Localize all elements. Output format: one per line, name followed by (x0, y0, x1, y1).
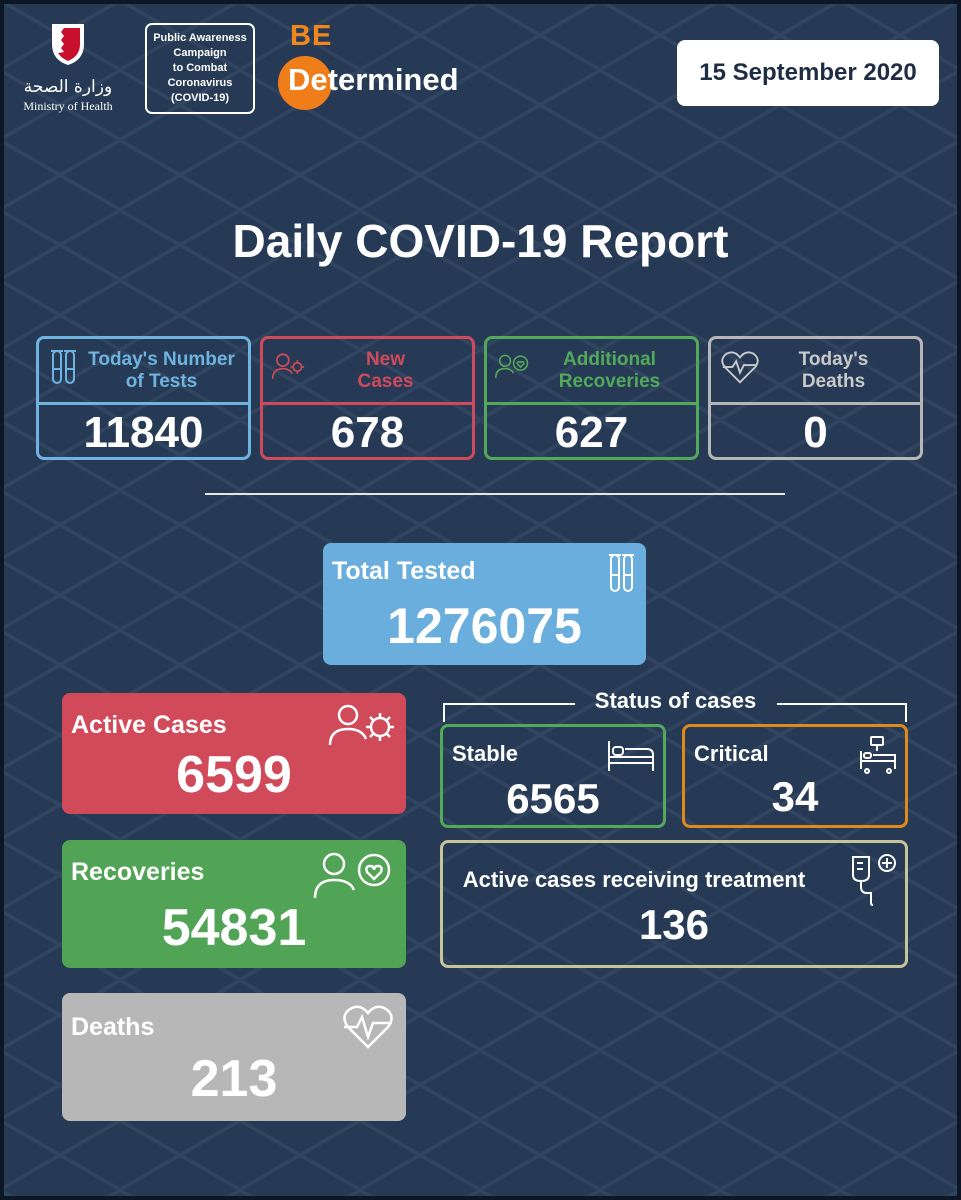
active-cases-box: Active Cases 6599 (62, 693, 406, 814)
campaign-line: to Combat (172, 62, 228, 74)
active-cases-value: 6599 (176, 746, 292, 804)
page-title: Daily COVID-19 Report (232, 215, 729, 267)
additional-recoveries-card: Additional Recoveries 627 (484, 336, 699, 460)
stable-box: Stable 6565 (440, 724, 666, 828)
stable-value: 6565 (506, 775, 600, 822)
treatment-box: Active cases receiving treatment 136 (440, 840, 908, 968)
slogan-circle (278, 56, 332, 110)
section-divider (205, 493, 785, 495)
todays-deaths-card: Today's Deaths 0 (708, 336, 923, 460)
critical-box: Critical 34 (682, 724, 908, 828)
campaign-badge: Public Awareness Campaign to Combat Coro… (145, 23, 255, 114)
ministry-name-arabic: وزارة الصحة (23, 77, 113, 97)
card-label: Today's Number of Tests (88, 349, 235, 392)
person-heart-icon (313, 852, 391, 899)
card-label: Today's Deaths (798, 349, 869, 392)
deaths-label: Deaths (71, 1013, 155, 1041)
status-of-cases-title: Status of cases (594, 688, 757, 713)
test-tubes-icon (609, 554, 634, 592)
person-virus-icon (328, 704, 394, 746)
card-header: Additional Recoveries (487, 339, 696, 405)
active-cases-label: Active Cases (71, 711, 227, 739)
critical-label: Critical (694, 741, 769, 766)
slogan-be: BE (290, 20, 333, 52)
recoveries-box: Recoveries 54831 (62, 840, 406, 968)
heartbeat-icon (721, 351, 759, 384)
treatment-label: Active cases receiving treatment (462, 867, 806, 892)
card-label: Additional Recoveries (558, 349, 661, 392)
critical-value: 34 (771, 773, 819, 820)
stable-label: Stable (452, 741, 519, 766)
bed-icon (608, 741, 654, 771)
campaign-line: Campaign (173, 47, 227, 59)
total-tested-value: 1276075 (387, 598, 582, 654)
total-tested-box: Total Tested 1276075 (323, 543, 646, 665)
card-header: New Cases (263, 339, 472, 405)
total-tested-label: Total Tested (332, 557, 476, 585)
person-heart-icon (495, 354, 529, 378)
card-header: Today's Deaths (711, 339, 920, 405)
test-tubes-icon (51, 350, 76, 384)
todays-deaths-value: 0 (803, 408, 828, 457)
ministry-logo: وزارة الصحة Ministry of Health (16, 20, 120, 114)
card-header: Today's Number of Tests (39, 339, 248, 405)
campaign-line: Coronavirus (167, 77, 233, 89)
status-bracket (443, 703, 907, 722)
treatment-value: 136 (638, 901, 710, 948)
slogan-determined: Determined (288, 62, 459, 97)
recoveries-value: 54831 (161, 899, 307, 957)
bahrain-crest-icon (52, 24, 84, 65)
todays-tests-value: 11840 (83, 408, 204, 457)
campaign-line: Public Awareness (153, 32, 247, 44)
report-date: 15 September 2020 (677, 40, 939, 106)
recoveries-label: Recoveries (71, 858, 205, 886)
deaths-value: 213 (190, 1050, 278, 1108)
card-label: New Cases (357, 349, 414, 392)
person-virus-icon (271, 353, 305, 379)
campaign-line: (COVID-19) (170, 92, 230, 104)
heartbeat-icon (343, 1005, 393, 1049)
todays-tests-card: Today's Number of Tests 11840 (36, 336, 251, 460)
new-cases-value: 678 (330, 408, 405, 457)
deaths-box: Deaths 213 (62, 993, 406, 1121)
icu-bed-icon (860, 736, 896, 774)
new-cases-card: New Cases 678 (260, 336, 475, 460)
ministry-name-english: Ministry of Health (23, 99, 113, 113)
iv-drip-icon (852, 854, 896, 906)
additional-recoveries-value: 627 (554, 408, 629, 457)
